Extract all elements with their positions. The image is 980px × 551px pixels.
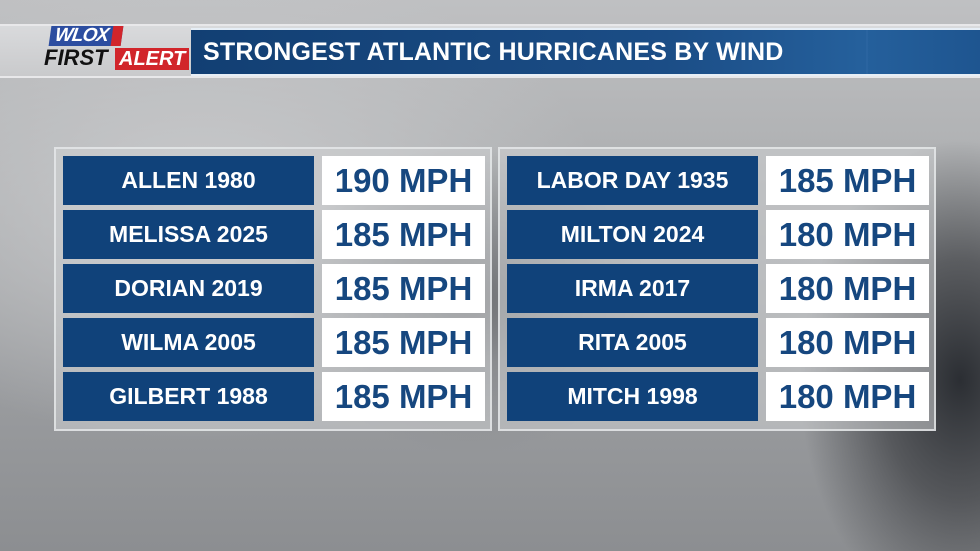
wind-speed: 185 MPH [322, 210, 485, 259]
wlox-first-alert-logo: WLOX FIRST ALERT [40, 25, 190, 72]
hurricane-name: RITA 2005 [507, 318, 758, 367]
hurricane-name: IRMA 2017 [507, 264, 758, 313]
hurricane-name: GILBERT 1988 [63, 372, 314, 421]
title-bar: STRONGEST ATLANTIC HURRICANES BY WIND [191, 28, 980, 76]
title-bar-divider [866, 30, 868, 74]
hurricane-name: WILMA 2005 [63, 318, 314, 367]
logo-wlox: WLOX [48, 25, 124, 46]
logo-first: FIRST [44, 45, 108, 70]
wind-speed: 180 MPH [766, 318, 929, 367]
hurricane-name: LABOR DAY 1935 [507, 156, 758, 205]
hurricane-name: ALLEN 1980 [63, 156, 314, 205]
logo-alert: ALERT [115, 48, 190, 70]
wind-speed: 180 MPH [766, 372, 929, 421]
hurricane-name: MITCH 1998 [507, 372, 758, 421]
wind-speed: 185 MPH [766, 156, 929, 205]
wind-speed: 185 MPH [322, 264, 485, 313]
wind-speed: 185 MPH [322, 372, 485, 421]
hurricane-name: MILTON 2024 [507, 210, 758, 259]
page-title: STRONGEST ATLANTIC HURRICANES BY WIND [203, 38, 784, 66]
wind-speed: 190 MPH [322, 156, 485, 205]
hurricane-name: MELISSA 2025 [63, 210, 314, 259]
left-column-panel: ALLEN 1980 190 MPH MELISSA 2025 185 MPH … [54, 147, 492, 431]
logo-red-accent [110, 26, 124, 46]
wind-speed: 180 MPH [766, 210, 929, 259]
right-column-panel: LABOR DAY 1935 185 MPH MILTON 2024 180 M… [498, 147, 936, 431]
wind-speed: 185 MPH [322, 318, 485, 367]
hurricane-name: DORIAN 2019 [63, 264, 314, 313]
wind-speed: 180 MPH [766, 264, 929, 313]
logo-wlox-text: WLOX [53, 25, 110, 46]
